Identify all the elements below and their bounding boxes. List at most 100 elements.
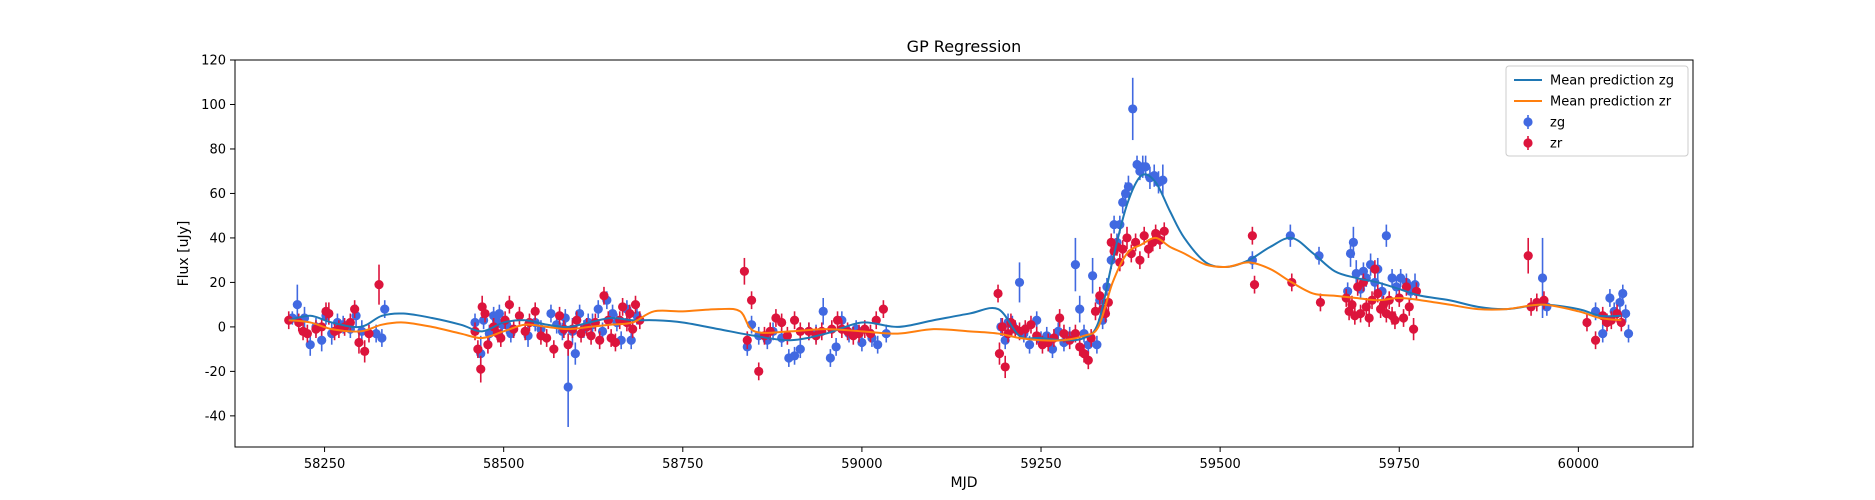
x-tick-label: 58750 (662, 457, 703, 472)
data-point-zr (789, 315, 800, 325)
data-point-zg (818, 306, 828, 316)
plot-area (284, 77, 1634, 427)
data-point-zg (1123, 182, 1134, 192)
data-point-zr (473, 344, 483, 354)
data-point-zr (754, 366, 764, 376)
y-axis-label: Flux [uJy] (176, 221, 192, 287)
data-point-zr (1143, 244, 1154, 254)
data-point-zr (765, 326, 775, 336)
data-point-zr (514, 311, 525, 321)
data-point-zr (1404, 302, 1414, 312)
data-point-zg (1141, 162, 1151, 172)
data-point-zr (1095, 291, 1105, 301)
data-point-zr (572, 315, 582, 325)
data-point-zg (377, 333, 387, 343)
legend: Mean prediction zg Mean prediction zr zg zr (1505, 65, 1689, 157)
data-point-zg (1088, 271, 1098, 281)
legend-marker-swatch (1523, 138, 1533, 148)
data-point-zg (1070, 260, 1081, 270)
data-point-zr (878, 304, 888, 314)
data-point-zr (782, 331, 792, 341)
legend-item: zg (1523, 115, 1565, 131)
data-point-zr (1130, 237, 1141, 247)
data-point-zg (1014, 277, 1025, 288)
data-point-zr (1159, 226, 1169, 236)
data-point-zr (628, 324, 638, 334)
x-tick-label: 59750 (1379, 457, 1420, 472)
data-point-zr (354, 337, 364, 348)
legend-label: Mean prediction zr (1550, 95, 1672, 110)
y-tick-label: 80 (209, 142, 226, 157)
data-point-zg (570, 348, 580, 359)
data-point-zr (1315, 297, 1326, 308)
data-point-zg (795, 344, 805, 354)
legend-marker-swatch (1523, 117, 1533, 127)
data-point-zr (595, 335, 605, 345)
data-point-zr (997, 322, 1007, 332)
data-point-zr (1401, 282, 1412, 292)
x-tick-label: 58500 (483, 457, 524, 472)
y-tick-label: 40 (209, 231, 226, 246)
series-zg (287, 77, 1634, 427)
data-point-zr (576, 328, 586, 339)
data-point-zr (1364, 313, 1374, 323)
data-point-zg (1128, 104, 1138, 114)
data-point-zg (1047, 344, 1058, 354)
data-point-zr (345, 317, 355, 328)
data-point-zg (1537, 273, 1548, 283)
data-point-zg (626, 335, 636, 345)
data-point-zr (1122, 233, 1132, 243)
x-tick-label: 60000 (1558, 457, 1599, 472)
data-point-zr (739, 266, 750, 276)
data-point-zg (1158, 175, 1168, 185)
data-point-zr (520, 326, 530, 336)
data-point-zr (1139, 231, 1149, 241)
data-point-zr (1090, 306, 1101, 316)
data-point-zr (374, 280, 384, 290)
legend-label: zg (1550, 116, 1565, 131)
data-point-zr (1070, 328, 1081, 339)
data-point-zr (1079, 348, 1089, 359)
mean-prediction-line (288, 173, 1622, 342)
data-point-zr (302, 328, 312, 339)
data-point-zr (496, 333, 506, 343)
legend-label: zr (1550, 137, 1563, 152)
data-point-zr (993, 288, 1003, 299)
data-point-zr (1247, 231, 1257, 241)
data-point-zr (350, 304, 360, 314)
data-point-zr (1083, 355, 1093, 365)
data-point-zr (563, 340, 573, 350)
data-point-zr (610, 337, 621, 348)
data-point-zg (1348, 237, 1358, 247)
data-point-zg (563, 382, 573, 392)
data-point-zr (1135, 255, 1145, 265)
data-point-zg (380, 304, 390, 314)
data-point-zg (1387, 273, 1397, 283)
y-tick-label: 100 (201, 98, 226, 113)
data-point-zg (825, 353, 835, 363)
y-tick-label: -20 (205, 365, 226, 380)
data-point-zr (742, 335, 752, 345)
data-point-zr (1373, 288, 1383, 299)
data-point-zg (1351, 268, 1361, 279)
legend-item: zr (1523, 136, 1563, 152)
x-tick-label: 59000 (841, 457, 882, 472)
data-point-zr (1075, 342, 1085, 352)
legend-label: Mean prediction zg (1550, 74, 1674, 89)
data-point-zr (1390, 315, 1400, 325)
data-point-zg (1024, 340, 1035, 350)
data-point-zr (530, 306, 540, 316)
data-point-zg (1621, 308, 1631, 319)
data-point-zr (625, 308, 635, 319)
data-point-zg (1381, 231, 1391, 241)
data-point-zr (483, 340, 493, 350)
y-tick-label: -40 (205, 409, 226, 424)
data-point-zg (1623, 328, 1634, 339)
data-point-zg (593, 304, 603, 314)
data-point-zr (832, 315, 843, 325)
chart-title: GP Regression (907, 37, 1022, 56)
data-point-zg (317, 335, 327, 345)
data-point-zr (1398, 313, 1409, 323)
data-point-zr (1000, 362, 1010, 372)
